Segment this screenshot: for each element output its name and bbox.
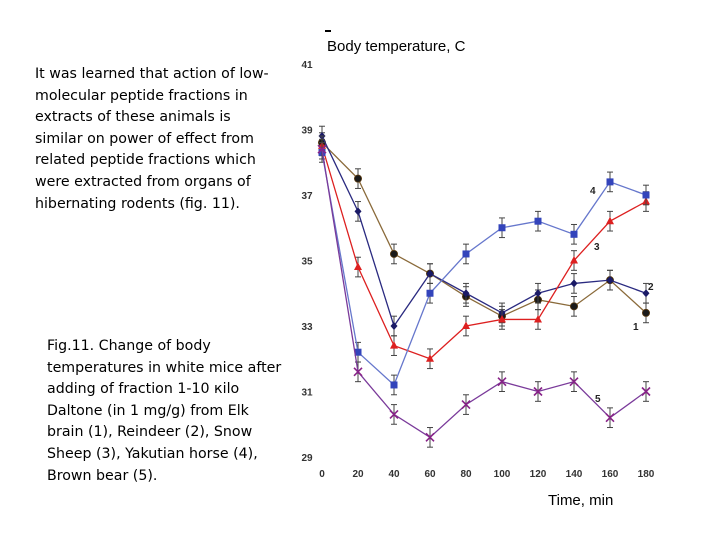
x-tick-label: 160 — [602, 469, 619, 480]
y-tick-label: 35 — [301, 257, 313, 268]
data-point-series-2 — [354, 207, 362, 216]
data-point-series-2 — [390, 322, 398, 330]
x-tick-label: 140 — [566, 469, 583, 480]
series-line-2 — [321, 135, 647, 328]
series-label-2: 2 — [648, 282, 654, 293]
series-label-5: 5 — [595, 394, 601, 405]
figure-caption: Fig.11. Change of body temperatures in w… — [47, 338, 282, 484]
data-point-series-5 — [641, 386, 651, 397]
data-point-series-3 — [426, 354, 434, 362]
data-point-series-4 — [534, 217, 542, 225]
data-point-series-1 — [570, 302, 579, 311]
intro-paragraph: It was learned that action of low-molecu… — [35, 66, 269, 212]
x-tick-label: 120 — [530, 469, 547, 480]
data-point-series-2 — [642, 289, 650, 298]
data-point-series-5 — [569, 377, 579, 387]
data-point-series-3 — [462, 321, 470, 329]
data-point-series-3 — [570, 256, 578, 264]
data-point-series-5 — [353, 367, 363, 377]
y-tick-label: 29 — [301, 453, 313, 464]
data-point-series-1 — [642, 308, 651, 317]
x-tick-label: 20 — [352, 469, 364, 480]
x-tick-label: 100 — [494, 469, 511, 480]
x-tick-label: 80 — [460, 469, 472, 480]
data-point-series-2 — [426, 269, 434, 278]
x-tick-label: 180 — [638, 469, 655, 480]
series-line-5 — [321, 149, 647, 439]
data-point-series-3 — [390, 341, 398, 349]
data-point-series-4 — [498, 224, 506, 232]
data-point-series-1 — [389, 249, 398, 258]
data-point-series-3 — [534, 314, 542, 323]
title-dash-mark — [325, 30, 331, 32]
data-point-series-2 — [462, 289, 470, 298]
data-point-series-3 — [354, 262, 362, 271]
series-line-4 — [321, 152, 647, 387]
data-point-series-2 — [606, 276, 614, 285]
data-point-series-5 — [605, 413, 615, 423]
data-point-series-5 — [497, 377, 507, 387]
y-axis-title: Body temperature, C — [327, 38, 466, 55]
data-point-series-4 — [570, 230, 578, 238]
data-point-series-5 — [461, 400, 471, 410]
y-tick-label: 41 — [301, 60, 313, 71]
y-tick-label: 31 — [301, 388, 313, 399]
data-point-series-5 — [425, 432, 435, 442]
series-line-1 — [321, 142, 647, 317]
series-label-1: 1 — [633, 322, 639, 333]
x-tick-label: 0 — [319, 469, 325, 480]
data-point-series-5 — [317, 144, 327, 154]
data-point-series-5 — [389, 409, 399, 419]
data-point-series-1 — [353, 174, 362, 183]
series-label-3: 3 — [594, 242, 600, 253]
data-point-series-4 — [390, 381, 398, 389]
x-tick-label: 40 — [388, 469, 400, 480]
data-point-series-4 — [354, 348, 362, 356]
series-line-3 — [321, 145, 647, 360]
data-point-series-3 — [498, 314, 506, 323]
x-axis-title: Time, min — [548, 492, 614, 509]
y-tick-label: 39 — [301, 126, 313, 137]
data-point-series-4 — [606, 178, 614, 186]
y-tick-label: 37 — [301, 191, 313, 202]
data-point-series-2 — [534, 289, 542, 298]
x-tick-label: 60 — [424, 469, 436, 480]
data-point-series-4 — [462, 250, 470, 258]
data-point-series-4 — [642, 191, 650, 199]
data-point-series-5 — [533, 386, 543, 397]
data-point-series-2 — [570, 279, 578, 288]
data-point-series-4 — [426, 289, 434, 297]
y-tick-label: 33 — [301, 322, 313, 333]
data-point-series-3 — [606, 216, 614, 225]
series-label-4: 4 — [590, 186, 596, 197]
